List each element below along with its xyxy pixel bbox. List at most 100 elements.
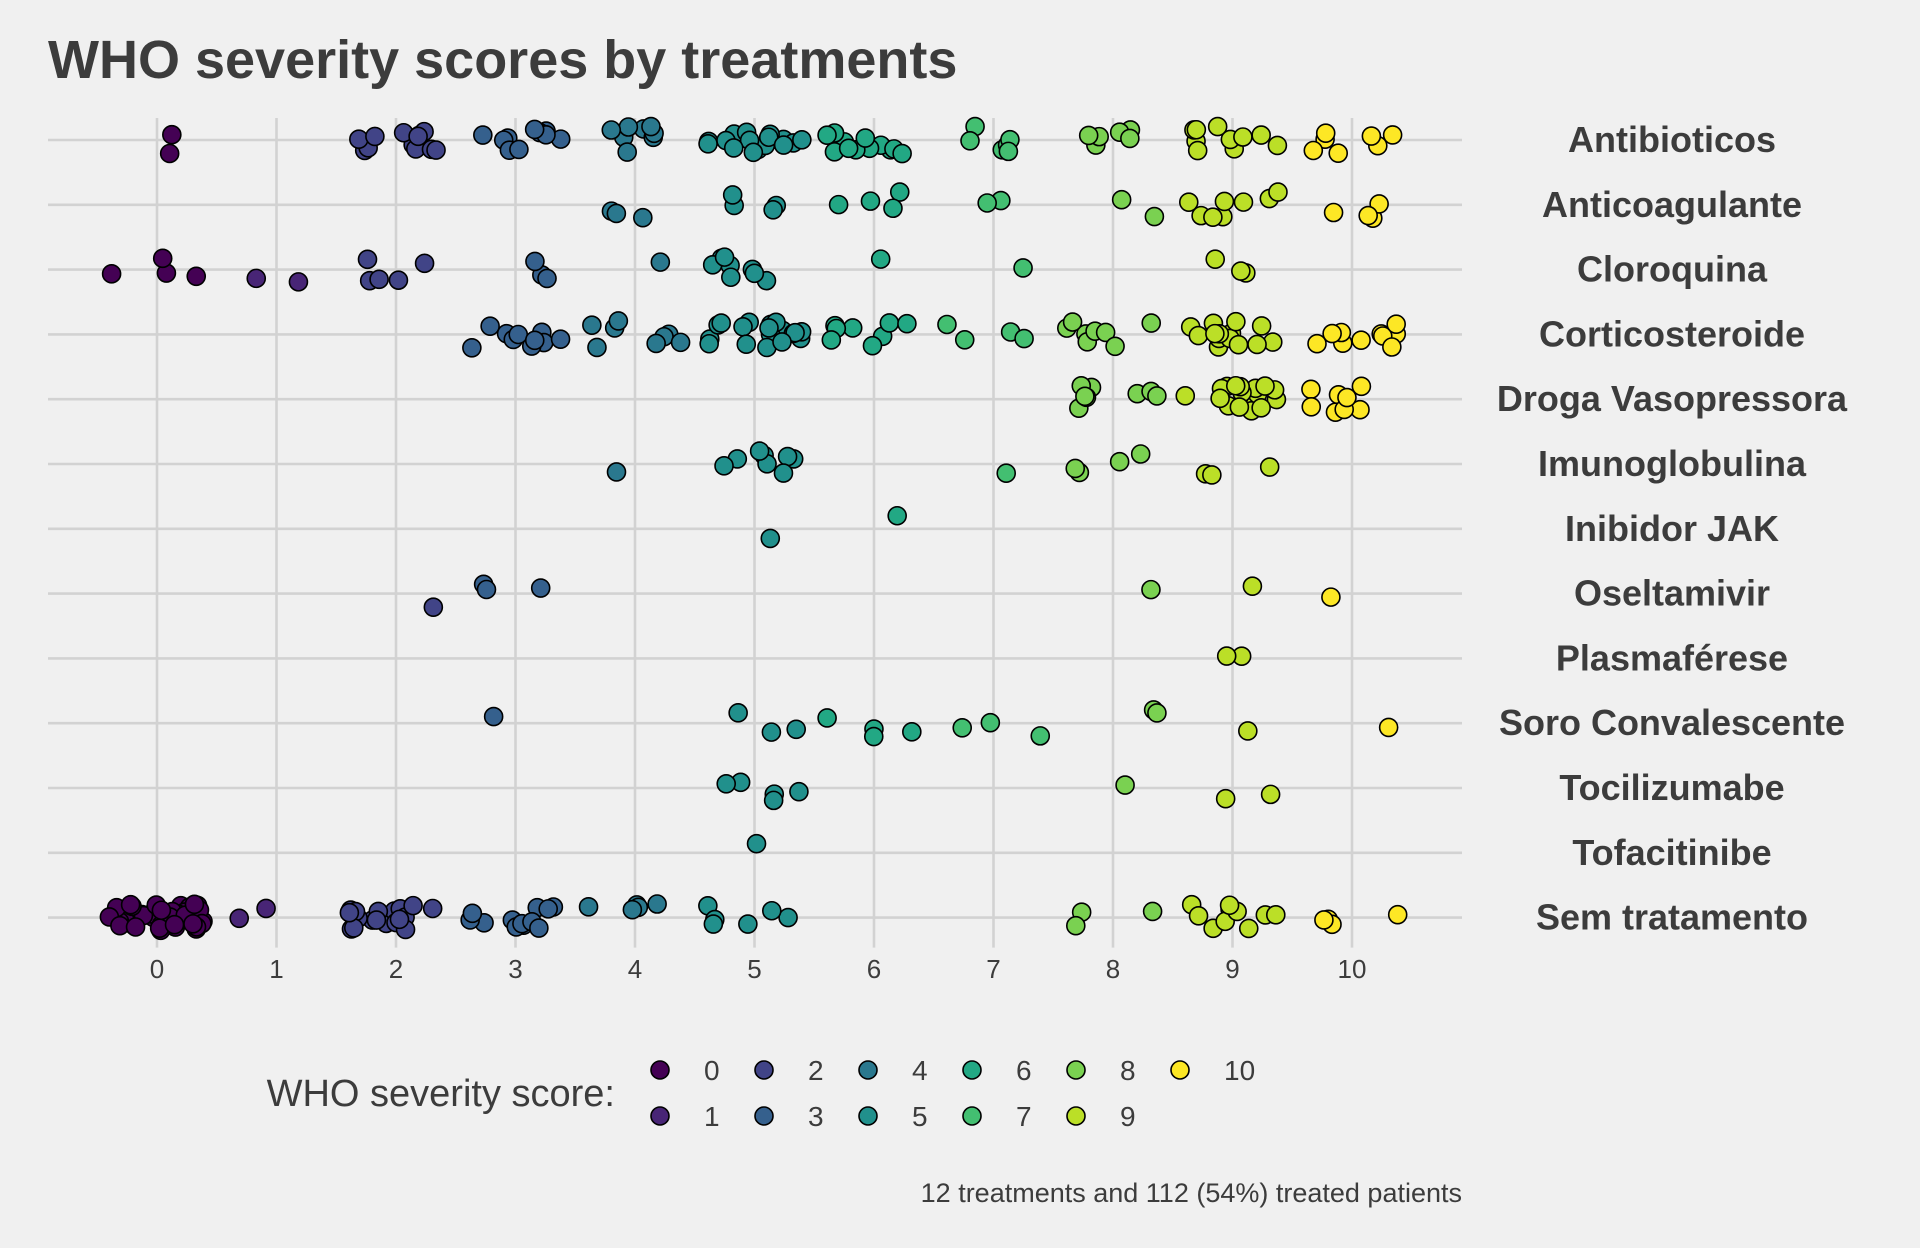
data-point xyxy=(883,198,903,219)
category-label: Antibioticos xyxy=(1568,119,1776,160)
data-point xyxy=(698,134,718,154)
legend-swatch xyxy=(1066,1060,1086,1080)
data-point xyxy=(887,505,907,526)
data-point xyxy=(761,722,782,742)
data-point xyxy=(902,722,922,742)
legend-label: 5 xyxy=(912,1101,928,1132)
data-point xyxy=(722,185,743,205)
data-point xyxy=(773,135,794,155)
x-tick-label: 6 xyxy=(867,954,881,984)
data-point xyxy=(1233,192,1254,212)
data-point xyxy=(608,311,629,331)
data-point xyxy=(641,116,661,137)
data-point xyxy=(101,264,122,284)
data-point xyxy=(1247,334,1267,355)
data-point xyxy=(842,318,863,338)
data-point xyxy=(792,130,812,150)
data-point xyxy=(1251,125,1271,145)
legend-title: WHO severity score: xyxy=(267,1073,615,1115)
data-point xyxy=(1242,576,1263,596)
data-point xyxy=(870,249,891,269)
legend-label: 7 xyxy=(1016,1101,1032,1132)
data-point xyxy=(728,703,748,723)
data-point xyxy=(1226,311,1246,332)
data-point xyxy=(1267,135,1288,156)
data-point xyxy=(582,315,602,335)
data-point xyxy=(480,316,500,336)
data-point xyxy=(1387,904,1408,925)
legend-label: 8 xyxy=(1120,1055,1136,1086)
data-point xyxy=(1202,465,1222,485)
data-point xyxy=(714,456,734,476)
data-point xyxy=(365,126,385,147)
data-point xyxy=(578,897,599,917)
data-point xyxy=(1378,717,1399,738)
category-label: Cloroquina xyxy=(1577,249,1768,290)
data-point xyxy=(369,269,389,290)
data-point xyxy=(1315,123,1336,143)
data-point xyxy=(538,899,559,919)
data-point xyxy=(761,900,782,921)
data-point xyxy=(763,199,783,220)
data-point xyxy=(125,917,146,937)
legend-label: 2 xyxy=(808,1055,824,1086)
chart-title: WHO severity scores by treatments xyxy=(48,30,957,90)
legend-swatch xyxy=(962,1106,982,1126)
data-point xyxy=(1255,376,1275,396)
data-point xyxy=(1238,918,1259,939)
data-point xyxy=(1214,191,1235,212)
data-point xyxy=(366,910,387,930)
data-point xyxy=(1147,703,1167,723)
data-point xyxy=(749,441,770,461)
data-point xyxy=(773,463,794,483)
data-point xyxy=(1323,202,1344,223)
data-point xyxy=(388,270,409,290)
data-point xyxy=(1303,140,1324,161)
data-point xyxy=(1301,379,1321,400)
data-point xyxy=(1030,726,1051,746)
data-point xyxy=(1065,458,1086,479)
data-point xyxy=(778,907,798,928)
data-point xyxy=(763,790,784,811)
data-point xyxy=(408,126,428,147)
data-point xyxy=(601,120,622,140)
data-point xyxy=(996,463,1017,484)
data-point xyxy=(1358,205,1378,226)
data-point xyxy=(1238,721,1258,741)
data-point xyxy=(817,125,837,145)
data-point xyxy=(422,898,443,919)
data-point xyxy=(1141,313,1162,333)
legend-label: 10 xyxy=(1224,1055,1255,1086)
data-point xyxy=(357,249,378,270)
data-point xyxy=(772,332,792,352)
legend-swatch xyxy=(650,1060,670,1080)
data-point xyxy=(162,124,182,145)
data-point xyxy=(952,717,973,738)
category-label: Oseltamivir xyxy=(1574,573,1770,614)
data-point xyxy=(414,253,435,274)
data-point xyxy=(1351,330,1371,350)
data-point xyxy=(256,898,276,919)
data-point xyxy=(1178,192,1199,212)
data-point xyxy=(1216,646,1237,666)
data-point xyxy=(524,330,545,351)
data-point xyxy=(462,903,483,924)
data-point xyxy=(186,266,207,287)
data-point xyxy=(1130,444,1151,464)
data-point xyxy=(159,143,180,164)
data-point xyxy=(736,334,757,355)
data-point xyxy=(1307,333,1327,354)
data-points xyxy=(99,116,1408,941)
data-point xyxy=(462,337,482,358)
data-point xyxy=(980,712,1001,733)
data-point xyxy=(1382,125,1403,145)
category-label: Imunoglobulina xyxy=(1538,443,1807,484)
data-point xyxy=(1120,128,1140,149)
data-point xyxy=(1141,579,1161,600)
data-point xyxy=(426,140,446,160)
legend: WHO severity score: 0 1 2 3 4 5 6 7 8 9 10 xyxy=(267,1055,1256,1132)
data-point xyxy=(721,267,741,288)
data-point xyxy=(960,130,980,151)
data-point xyxy=(746,833,767,854)
data-point xyxy=(184,894,205,915)
